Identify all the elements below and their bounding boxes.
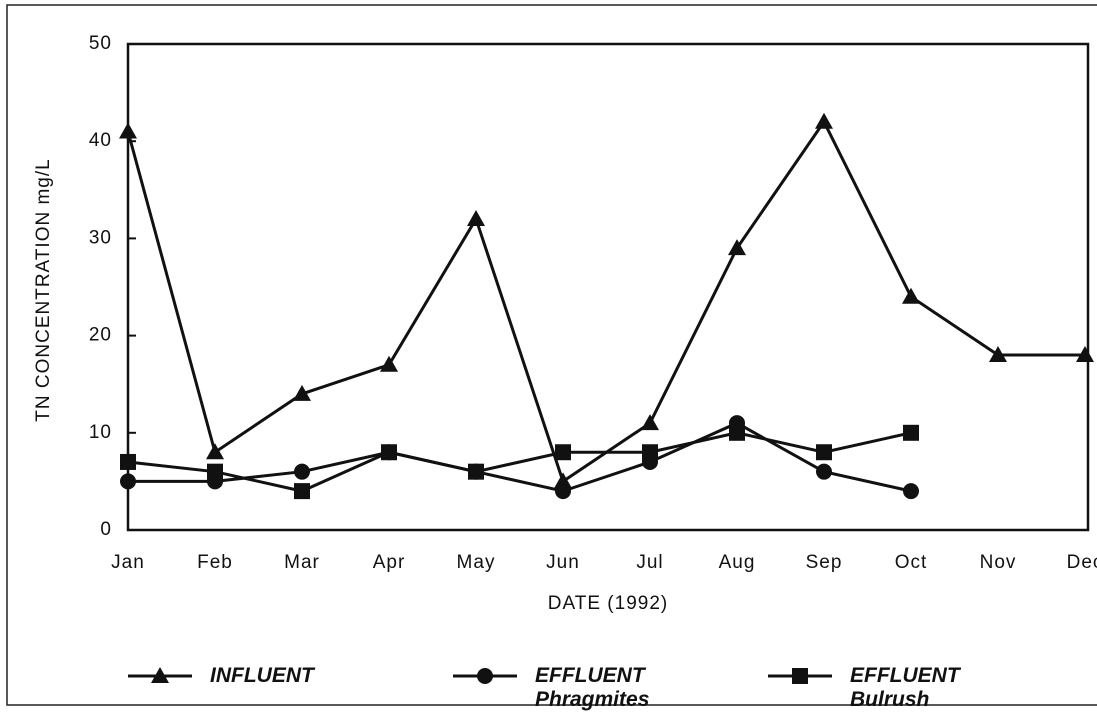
data-point [642, 444, 658, 461]
data-point [381, 444, 397, 461]
frame [6, 4, 1097, 706]
x-tick-label: Mar [284, 552, 320, 573]
x-tick-label: Oct [895, 552, 928, 573]
legend-label: INFLUENT [210, 664, 314, 687]
data-point [294, 483, 310, 500]
data-point [206, 443, 224, 460]
data-point [554, 472, 572, 489]
data-point [380, 355, 398, 372]
x-tick-label: Jun [546, 552, 580, 573]
data-point [555, 483, 571, 500]
data-point [903, 424, 919, 441]
data-point [816, 463, 832, 480]
data-point [729, 424, 745, 441]
y-axis-label: TN CONCENTRATION mg/L [33, 158, 54, 421]
y-tick-label: 30 [89, 227, 112, 248]
data-point [207, 463, 223, 480]
series-line [127, 431, 912, 493]
data-point [989, 346, 1007, 363]
y-tick-label: 50 [89, 33, 112, 54]
data-point [815, 112, 833, 129]
data-point [903, 483, 919, 500]
x-tick-label: Jan [111, 552, 145, 573]
x-tick-label: Feb [197, 552, 233, 573]
data-point [120, 453, 136, 470]
series-line [128, 421, 912, 493]
data-point [728, 239, 746, 256]
data-point [816, 444, 832, 461]
legend-marker [792, 668, 808, 684]
y-tick-label: 10 [89, 422, 112, 443]
series-line [126, 118, 1085, 484]
legend-marker [477, 668, 493, 684]
y-tick-label: 20 [89, 325, 112, 346]
y-tick-label: 0 [100, 519, 112, 540]
data-point [1076, 346, 1094, 363]
x-tick-label: May [457, 552, 496, 573]
data-point [294, 463, 310, 480]
x-tick-label: Nov [980, 552, 1017, 573]
legend-marker [151, 667, 169, 683]
x-tick-label: Jul [636, 552, 663, 573]
legend-label: EFFLUENT Phragmites [535, 664, 650, 711]
x-tick-label: Dec [1067, 552, 1097, 573]
x-tick-label: Aug [719, 552, 756, 573]
data-point [641, 414, 659, 431]
data-point [120, 473, 136, 490]
plot-frame [126, 42, 1090, 532]
x-axis-label: DATE (1992) [548, 593, 668, 614]
data-point [119, 122, 137, 139]
x-tick-label: Sep [806, 552, 843, 573]
data-point [468, 463, 484, 480]
data-point [467, 209, 485, 226]
x-tick-label: Apr [373, 552, 406, 573]
y-tick-label: 40 [89, 130, 112, 151]
data-point [902, 287, 920, 304]
data-point [293, 384, 311, 401]
legend-label: EFFLUENT Bulrush [850, 664, 960, 711]
data-point [555, 444, 571, 461]
